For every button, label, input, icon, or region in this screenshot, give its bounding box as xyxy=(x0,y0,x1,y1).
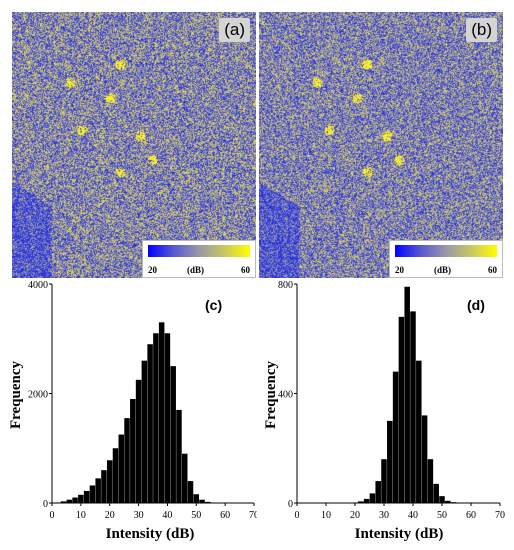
colorbar-unit-label: (dB) xyxy=(434,265,452,275)
colorbar-b: 20 (dB) 60 xyxy=(389,240,503,278)
histogram-bar xyxy=(83,490,90,503)
histogram-bar xyxy=(118,434,124,503)
y-tick-label: 800 xyxy=(278,280,293,291)
histogram-bar xyxy=(95,478,101,503)
histogram-bar xyxy=(78,494,84,503)
histogram-d: 0 10 20 30 40 50 60 70 0 400 800 (d) Intensity (dB… xyxy=(263,280,505,542)
histogram-bar xyxy=(352,502,358,503)
colorbar-min-label: 20 xyxy=(148,265,157,275)
histogram-bar xyxy=(439,496,445,503)
histogram-bar xyxy=(89,485,96,503)
histogram-bar xyxy=(106,460,113,503)
sar-image-a: (a) 20 (dB) 60 xyxy=(12,12,256,278)
x-tick-label: 60 xyxy=(466,510,476,521)
x-tick-label: 40 xyxy=(408,510,418,521)
panel-tag-b: (b) xyxy=(466,18,497,42)
colorbar-max-label: 60 xyxy=(488,265,497,275)
plot-area-d: 0 10 20 30 40 50 60 70 0 400 800 xyxy=(278,280,505,521)
histogram-bar xyxy=(416,360,422,503)
histogram-bar xyxy=(427,459,434,503)
x-tick-label: 50 xyxy=(191,510,201,521)
histogram-bar xyxy=(176,409,182,503)
histogram-bar xyxy=(381,459,387,503)
colorbar-gradient xyxy=(395,245,497,257)
histogram-bar xyxy=(375,481,381,503)
x-tick-label: 30 xyxy=(379,510,389,521)
x-tick-label: 0 xyxy=(50,510,55,521)
histogram-c: 0 10 20 30 40 50 60 70 0 2000 4000 (c) Intensity (… xyxy=(8,280,257,542)
histogram-bar xyxy=(450,502,457,503)
histogram-bar xyxy=(164,333,171,503)
x-tick-label: 30 xyxy=(134,510,144,521)
histogram-bar xyxy=(433,483,439,503)
histogram-bar xyxy=(421,415,428,503)
histogram-bar xyxy=(187,481,194,503)
histogram-bar xyxy=(101,470,107,503)
speckle-image-b xyxy=(259,12,503,278)
histogram-bar xyxy=(199,499,205,503)
x-axis-title-d: Intensity (dB) xyxy=(355,526,444,542)
x-tick-label: 20 xyxy=(350,510,360,521)
histogram-bar xyxy=(363,498,370,503)
y-tick-label: 400 xyxy=(278,390,293,401)
histogram-bar xyxy=(205,501,211,503)
colorbar-a: 20 (dB) 60 xyxy=(142,240,256,278)
histogram-bar xyxy=(358,501,364,503)
histogram-bar xyxy=(404,286,410,503)
y-tick-label: 4000 xyxy=(28,280,48,291)
histogram-bar xyxy=(60,501,67,503)
x-tick-label: 40 xyxy=(162,510,172,521)
panel-tag-a: (a) xyxy=(219,18,250,42)
histogram-bar xyxy=(445,500,451,503)
x-tick-label: 70 xyxy=(249,510,257,521)
histogram-bar xyxy=(369,493,376,503)
histogram-bar xyxy=(410,311,416,503)
histogram-bar xyxy=(55,502,61,503)
histogram-bar xyxy=(387,420,393,503)
histogram-bar xyxy=(170,366,176,503)
panel-tag-c: (c) xyxy=(205,297,222,313)
histogram-bar xyxy=(72,497,78,503)
y-tick-label: 0 xyxy=(43,499,48,510)
histogram-bar xyxy=(112,448,119,503)
histogram-bar xyxy=(398,316,405,503)
histogram-bar xyxy=(141,360,148,503)
histogram-bar xyxy=(193,494,200,503)
histogram-bar xyxy=(158,322,165,503)
histogram-bar xyxy=(135,379,142,503)
x-tick-label: 60 xyxy=(220,510,230,521)
colorbar-max-label: 60 xyxy=(241,265,250,275)
y-axis-title-d: Frequency xyxy=(263,360,279,429)
y-tick-label: 2000 xyxy=(28,390,48,401)
panel-tag-d: (d) xyxy=(467,297,485,313)
x-tick-label: 50 xyxy=(437,510,447,521)
colorbar-min-label: 20 xyxy=(395,265,404,275)
speckle-image-a xyxy=(12,12,256,278)
histogram-bar xyxy=(147,344,153,503)
y-axis-title-c: Frequency xyxy=(8,360,24,429)
x-axis-title-c: Intensity (dB) xyxy=(106,526,195,542)
histogram-bar xyxy=(66,499,73,503)
sar-image-b: (b) 20 (dB) 60 xyxy=(259,12,503,278)
colorbar-gradient xyxy=(148,245,250,257)
histogram-bar xyxy=(153,333,159,503)
x-tick-label: 0 xyxy=(295,510,300,521)
histogram-bar xyxy=(124,418,130,503)
x-tick-label: 20 xyxy=(105,510,115,521)
histogram-bar xyxy=(182,453,188,503)
histogram-bar xyxy=(392,371,399,503)
x-tick-label: 10 xyxy=(321,510,331,521)
plot-area-c: 0 10 20 30 40 50 60 70 0 2000 4000 xyxy=(28,280,257,521)
x-tick-label: 10 xyxy=(76,510,86,521)
y-tick-label: 0 xyxy=(288,499,293,510)
colorbar-unit-label: (dB) xyxy=(187,265,205,275)
x-tick-label: 70 xyxy=(495,510,505,521)
histogram-bar xyxy=(130,398,136,503)
